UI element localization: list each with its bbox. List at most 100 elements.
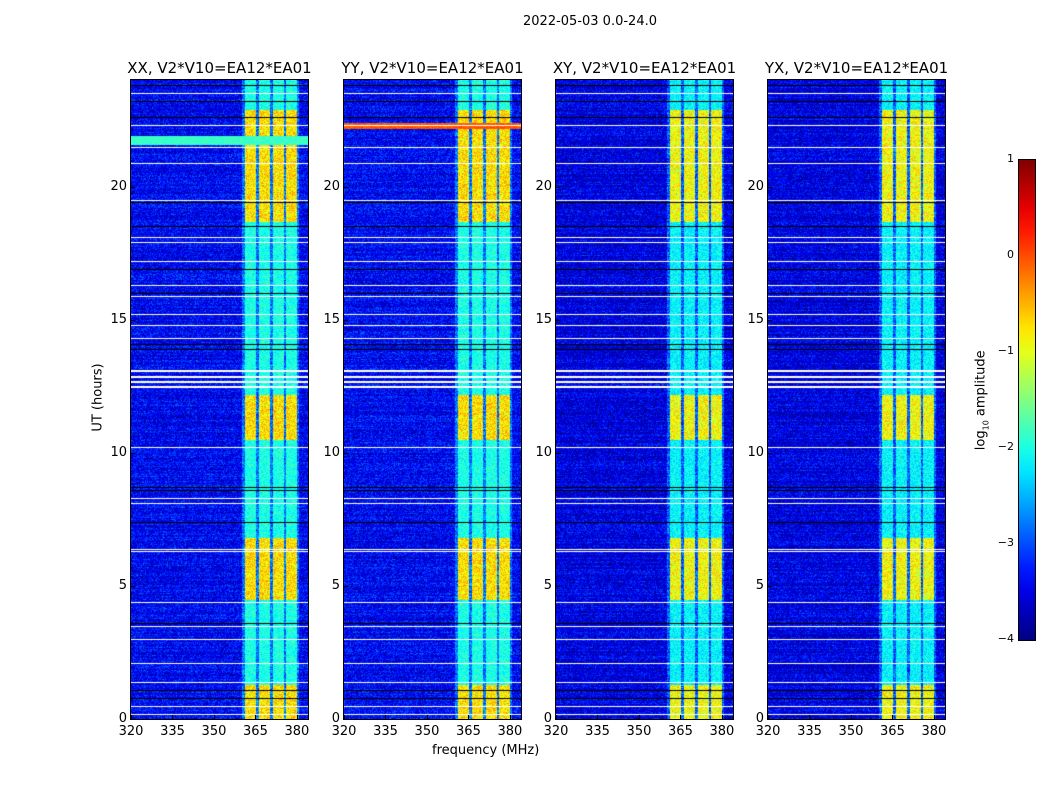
x-tick-label: 320 [331, 724, 357, 739]
panel-title: YY, V2*V10=EA12*EA01 [341, 59, 524, 77]
panel-title: XX, V2*V10=EA12*EA01 [127, 59, 312, 77]
y-tick-label: 15 [535, 311, 552, 327]
colorbar-label: log10 amplitude [973, 350, 991, 451]
y-tick-mark [556, 585, 560, 587]
y-tick-label: 20 [747, 178, 764, 194]
x-tick-label: 365 [243, 724, 268, 739]
y-tick-mark [131, 186, 135, 188]
x-tick-mark [638, 715, 640, 719]
heatmap-image [131, 80, 308, 719]
waterfall-panel-3 [555, 79, 734, 720]
x-tick-label: 350 [414, 724, 440, 739]
figure-title: 2022-05-03 0.0-24.0 [523, 14, 657, 29]
x-tick-mark [933, 715, 935, 719]
y-tick-mark [768, 452, 772, 454]
x-tick-label: 335 [373, 724, 398, 739]
y-tick-mark [131, 719, 135, 720]
y-tick-mark [556, 452, 560, 454]
x-tick-mark [213, 715, 215, 719]
waterfall-panel-4 [767, 79, 946, 720]
x-tick-label: 365 [668, 724, 693, 739]
y-tick-label: 0 [331, 711, 340, 726]
x-tick-label: 335 [797, 724, 822, 739]
colorbar-tick-label: −2 [997, 440, 1014, 453]
panel-title: YX, V2*V10=EA12*EA01 [764, 59, 949, 77]
y-tick-mark [768, 585, 772, 587]
heatmap-image [344, 80, 521, 719]
y-tick-label: 15 [323, 311, 340, 327]
x-tick-label: 350 [201, 724, 227, 739]
x-tick-mark [385, 715, 387, 719]
x-tick-mark [344, 715, 345, 719]
x-tick-mark [131, 715, 132, 719]
y-tick-label: 0 [543, 711, 552, 726]
y-tick-label: 20 [110, 178, 127, 194]
y-tick-mark [344, 319, 348, 321]
x-tick-mark [255, 715, 257, 719]
x-tick-label: 320 [755, 724, 781, 739]
y-tick-label: 10 [323, 444, 340, 460]
waterfall-panel-2 [343, 79, 522, 720]
x-tick-label: 365 [456, 724, 481, 739]
x-tick-label: 320 [543, 724, 569, 739]
panel-title: XY, V2*V10=EA12*EA01 [552, 59, 737, 77]
x-tick-label: 380 [921, 724, 947, 739]
y-tick-mark [131, 585, 135, 587]
x-tick-mark [680, 715, 682, 719]
y-tick-label: 10 [747, 444, 764, 460]
y-tick-mark [556, 319, 560, 321]
y-tick-mark [768, 319, 772, 321]
x-tick-mark [892, 715, 894, 719]
y-tick-label: 0 [118, 711, 127, 726]
y-tick-mark [556, 719, 560, 720]
colorbar [1018, 159, 1036, 641]
x-tick-label: 350 [626, 724, 652, 739]
x-axis-label: frequency (MHz) [432, 743, 540, 758]
x-tick-mark [597, 715, 599, 719]
colorbar-tick-label: −4 [997, 632, 1014, 645]
x-tick-label: 335 [160, 724, 185, 739]
x-tick-label: 365 [880, 724, 905, 739]
y-axis-label: UT (hours) [90, 363, 106, 432]
x-tick-mark [426, 715, 428, 719]
x-tick-mark [809, 715, 811, 719]
x-tick-mark [556, 715, 557, 719]
y-tick-label: 10 [535, 444, 552, 460]
y-tick-label: 5 [755, 577, 764, 593]
y-tick-mark [768, 186, 772, 188]
y-tick-label: 5 [543, 577, 552, 593]
y-tick-mark [344, 452, 348, 454]
y-tick-mark [344, 186, 348, 188]
x-tick-mark [296, 715, 298, 719]
y-tick-label: 20 [535, 178, 552, 194]
y-tick-mark [768, 719, 772, 720]
y-tick-mark [131, 319, 135, 321]
x-tick-mark [721, 715, 723, 719]
heatmap-image [768, 80, 945, 719]
y-tick-label: 5 [331, 577, 340, 593]
x-tick-mark [509, 715, 511, 719]
x-tick-label: 380 [497, 724, 523, 739]
y-tick-mark [344, 585, 348, 587]
y-tick-mark [344, 719, 348, 720]
colorbar-tick-label: −1 [997, 344, 1014, 357]
x-tick-mark [468, 715, 470, 719]
x-tick-label: 380 [284, 724, 310, 739]
y-tick-mark [556, 186, 560, 188]
y-tick-label: 0 [755, 711, 764, 726]
colorbar-tick-label: −3 [997, 536, 1014, 549]
y-tick-label: 20 [323, 178, 340, 194]
y-tick-label: 10 [110, 444, 127, 460]
x-tick-mark [850, 715, 852, 719]
waterfall-panel-1 [130, 79, 309, 720]
heatmap-image [556, 80, 733, 719]
colorbar-tick-label: 0 [1007, 248, 1014, 261]
y-tick-label: 15 [747, 311, 764, 327]
x-tick-mark [768, 715, 769, 719]
x-tick-label: 380 [709, 724, 735, 739]
x-tick-label: 350 [838, 724, 864, 739]
y-tick-label: 5 [118, 577, 127, 593]
x-tick-label: 320 [118, 724, 144, 739]
colorbar-tick-label: 1 [1007, 152, 1014, 165]
